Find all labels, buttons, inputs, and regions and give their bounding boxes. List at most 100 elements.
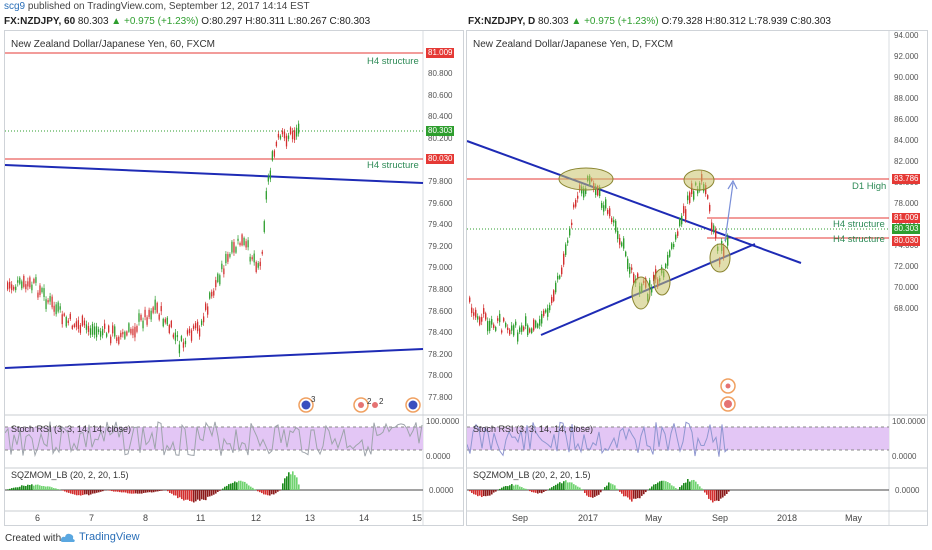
momentum-bar <box>606 485 608 490</box>
momentum-bar <box>288 472 290 490</box>
momentum-bar <box>561 483 563 490</box>
candle-body <box>535 320 537 328</box>
candle-body <box>485 313 487 320</box>
candle-body <box>77 320 80 329</box>
momentum-bar <box>619 490 621 492</box>
momentum-bar <box>236 482 238 490</box>
candle-body <box>613 220 615 223</box>
left-ytick-0: 80.800 <box>428 69 453 78</box>
left-ytick-9: 79.000 <box>428 263 453 273</box>
momentum-bar <box>143 490 145 493</box>
momentum-bar <box>665 481 667 490</box>
momentum-bar <box>651 486 653 490</box>
right-symbol[interactable]: FX:NZDJPY, D <box>468 16 536 27</box>
candle-body <box>186 330 189 335</box>
candle-body <box>291 131 294 140</box>
candle-body <box>583 188 585 198</box>
momentum-bar <box>477 490 479 497</box>
candle-body <box>709 204 711 212</box>
momentum-bar <box>557 483 559 490</box>
momentum-bar <box>537 490 539 494</box>
candle-body <box>651 287 653 293</box>
left-ytick-6: 79.600 <box>428 198 453 208</box>
candle-body <box>277 133 280 138</box>
right-price-canvas[interactable] <box>467 31 927 525</box>
right-high: H:80.312 <box>705 16 746 27</box>
author-link[interactable]: scg9 <box>4 1 26 12</box>
candle-body <box>271 151 274 161</box>
momentum-bar <box>217 490 219 492</box>
candle-body <box>527 325 529 336</box>
momentum-bar <box>94 490 96 494</box>
candle-body <box>122 332 124 335</box>
left-price-canvas[interactable] <box>5 31 463 525</box>
momentum-bar <box>215 490 217 494</box>
momentum-bar <box>19 486 21 490</box>
momentum-bar <box>704 490 706 493</box>
right-mom-label[interactable]: SQZMOM_LB (20, 2, 20, 1.5) <box>473 470 591 480</box>
momentum-bar <box>629 490 631 500</box>
right-chart-panel[interactable]: New Zealand Dollar/Japanese Yen, D, FXCM <box>466 30 928 526</box>
momentum-bar <box>80 490 82 496</box>
left-chart-panel[interactable]: New Zealand Dollar/Japanese Yen, 60, FXC… <box>4 30 464 526</box>
candle-body <box>33 278 35 283</box>
momentum-bar <box>517 484 519 490</box>
left-ytick-12: 78.400 <box>428 328 453 338</box>
candle-body <box>63 313 65 316</box>
momentum-bar <box>635 490 637 499</box>
tradingview-brand-link[interactable]: TradingView <box>79 531 140 543</box>
candle-body <box>13 286 15 290</box>
candle-body <box>231 241 233 253</box>
publish-info: scg9 published on TradingView.com, Septe… <box>4 1 310 12</box>
right-stoch-label[interactable]: Stoch RSI (3, 3, 14, 14, close) <box>473 424 594 434</box>
momentum-bar <box>261 490 263 494</box>
momentum-bar <box>195 490 197 502</box>
momentum-bar <box>187 490 189 500</box>
momentum-bar <box>689 481 691 490</box>
candle-body <box>617 230 619 240</box>
momentum-bar <box>230 483 232 490</box>
left-candles <box>7 120 300 358</box>
momentum-bar <box>728 490 730 492</box>
momentum-bar <box>481 490 483 498</box>
candle-body <box>715 229 717 238</box>
left-event-count-2: 2 <box>367 397 372 406</box>
candle-body <box>124 331 126 339</box>
momentum-bar <box>588 490 590 497</box>
candle-body <box>287 135 290 139</box>
candle-body <box>27 281 29 287</box>
momentum-bar <box>645 490 647 493</box>
candle-body <box>257 263 259 268</box>
momentum-bar <box>671 485 673 490</box>
candle-body <box>91 324 94 335</box>
candle-body <box>483 308 485 314</box>
candle-body <box>671 243 673 249</box>
right-xtick-1: 2017 <box>578 513 599 523</box>
candle-body <box>79 325 82 333</box>
left-ytick-14: 78.000 <box>428 371 453 381</box>
momentum-bar <box>269 490 271 496</box>
left-event-count-3: 2 <box>379 397 384 406</box>
candle-body <box>487 321 489 332</box>
candle-body <box>507 327 509 331</box>
candle-body <box>132 328 134 336</box>
candle-body <box>627 258 629 269</box>
momentum-bar <box>637 490 639 499</box>
right-xtick-4: 2018 <box>777 513 798 523</box>
left-stoch-label[interactable]: Stoch RSI (3, 3, 14, 14, close) <box>11 424 132 434</box>
right-last: 80.303 <box>538 16 569 27</box>
left-mom-label[interactable]: SQZMOM_LB (20, 2, 20, 1.5) <box>11 470 129 480</box>
momentum-bar <box>263 490 265 495</box>
momentum-bar <box>279 490 281 491</box>
candle-body <box>551 297 553 303</box>
momentum-bar <box>661 480 663 490</box>
left-stoch-bot: 0.0000 <box>426 452 451 461</box>
momentum-bar <box>621 490 623 494</box>
momentum-bar <box>21 485 23 490</box>
candle-body <box>517 332 519 342</box>
left-symbol[interactable]: FX:NZDJPY, 60 <box>4 16 76 27</box>
candle-body <box>493 324 495 328</box>
momentum-bar <box>13 487 15 490</box>
candle-body <box>43 288 45 298</box>
right-h4-annotation-b: H4 structure <box>833 234 885 245</box>
